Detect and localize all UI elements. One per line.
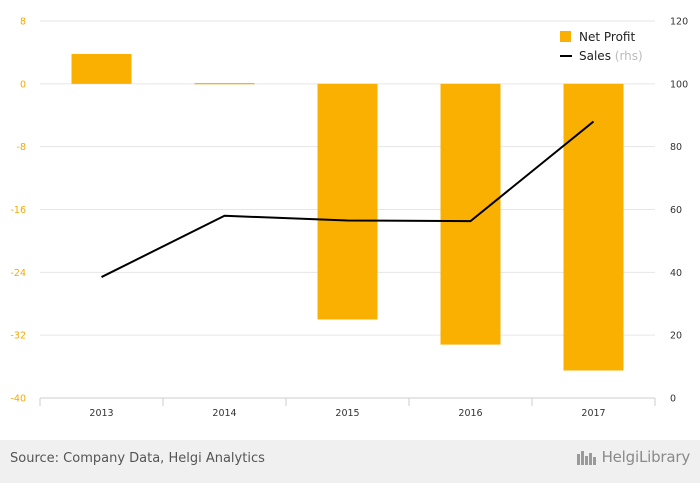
legend-note-rhs: (rhs) <box>615 49 643 63</box>
y-left-tick-label: -16 <box>10 205 26 216</box>
y-left-tick-label: -24 <box>10 268 26 279</box>
y-right-tick-label: 80 <box>670 142 682 153</box>
y-left-tick-label: -8 <box>17 142 26 153</box>
library-icon <box>576 448 598 466</box>
source-note: Source: Company Data, Helgi Analytics <box>10 451 265 466</box>
brand-logo: HelgiLibrary <box>576 448 690 466</box>
net-profit-bar <box>441 84 501 345</box>
y-right-tick-label: 20 <box>670 331 682 342</box>
net-profit-bars <box>72 54 624 371</box>
net-profit-bar <box>72 54 132 84</box>
y-right-tick-label: 120 <box>670 17 688 28</box>
x-tick-label: 2014 <box>212 408 236 419</box>
y-left-tick-label: 8 <box>20 17 26 28</box>
y-right-tick-label: 40 <box>670 268 682 279</box>
y-left-tick-label: -32 <box>10 331 26 342</box>
x-tick-label: 2017 <box>581 408 605 419</box>
x-tick-label: 2015 <box>335 408 359 419</box>
y-left-tick-label: -40 <box>10 394 26 405</box>
x-tick-label: 2013 <box>89 408 113 419</box>
y-right-tick-label: 60 <box>670 205 682 216</box>
y-left-tick-label: 0 <box>20 79 26 90</box>
net-profit-bar <box>195 83 255 84</box>
legend-swatch-net-profit <box>560 31 571 42</box>
legend-label-net-profit: Net Profit <box>579 30 635 44</box>
net-profit-bar <box>564 84 624 371</box>
x-tick-label: 2016 <box>458 408 482 419</box>
y-right-tick-label: 100 <box>670 79 688 90</box>
y-right-tick-label: 0 <box>670 394 676 405</box>
brand-name: HelgiLibrary <box>602 448 690 466</box>
legend-label-sales: Sales (rhs) <box>579 49 643 63</box>
net-profit-bar <box>318 84 378 320</box>
legend: Net Profit Sales (rhs) <box>560 30 643 63</box>
